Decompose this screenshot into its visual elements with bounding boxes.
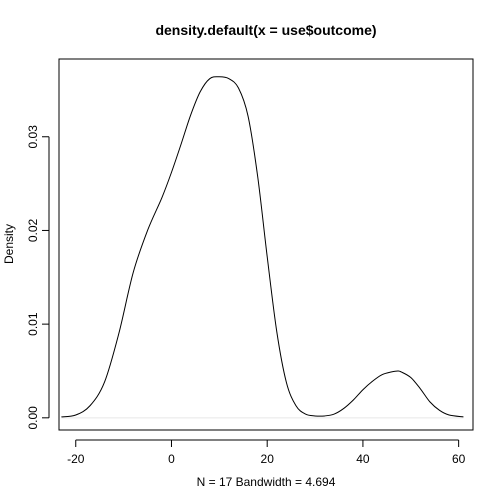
x-tick-label: 0 [168,452,175,466]
density-line [61,77,463,417]
x-axis: -20 0 20 40 60 [67,440,466,466]
y-tick-label: 0.03 [26,125,40,149]
y-tick-label: 0.00 [26,406,40,430]
y-axis-label: Density [2,224,16,264]
y-axis: 0.00 0.01 0.02 0.03 [26,125,49,430]
y-tick-label: 0.01 [26,312,40,336]
x-tick-label: 20 [261,452,275,466]
y-tick-label: 0.02 [26,218,40,242]
x-axis-label: N = 17 Bandwidth = 4.694 [197,475,336,489]
x-tick-label: -20 [67,452,85,466]
plot-title: density.default(x = use$outcome) [155,22,376,38]
x-tick-label: 40 [356,452,370,466]
x-tick-label: 60 [452,452,466,466]
